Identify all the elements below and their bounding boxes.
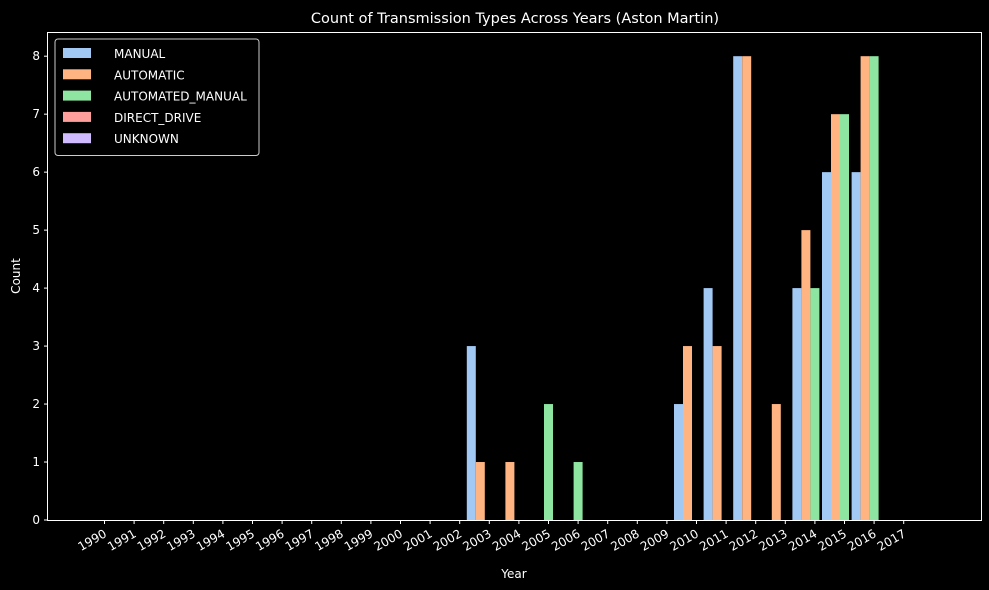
legend-label: AUTOMATIC [114, 68, 185, 82]
x-tick-label: 1993 [164, 526, 197, 553]
x-tick-label: 2007 [579, 526, 612, 553]
x-tick-label: 2015 [816, 526, 849, 553]
chart-title: Count of Transmission Types Across Years… [311, 11, 719, 27]
bar-automatic-2013 [771, 404, 781, 520]
x-axis: 1990199119921993199419951996199719981999… [76, 520, 908, 554]
bar-manual-2015 [822, 172, 831, 520]
x-tick-label: 2016 [845, 526, 878, 553]
legend-swatch-automated-manual [63, 90, 91, 101]
bar-automatic-2015 [831, 114, 840, 521]
bar-manual-2012 [733, 56, 743, 520]
y-tick-label: 4 [32, 281, 40, 295]
bar-automatic-2010 [683, 346, 692, 520]
bar-manual-2011 [703, 288, 713, 520]
legend-label: AUTOMATED_MANUAL [114, 90, 247, 104]
bar-automatic-2012 [742, 56, 752, 520]
legend-swatch-manual [63, 48, 91, 58]
y-tick-label: 8 [32, 49, 40, 63]
x-tick-label: 2009 [638, 526, 671, 553]
legend-label: DIRECT_DRIVE [114, 111, 201, 125]
x-tick-label: 1998 [312, 526, 345, 553]
x-tick-label: 2010 [668, 526, 701, 553]
x-tick-label: 2008 [608, 526, 641, 553]
bar-automated-manual-2015 [840, 114, 849, 521]
legend-label: UNKNOWN [114, 132, 179, 146]
bar-automatic-2004 [505, 462, 515, 520]
y-tick-label: 2 [32, 397, 40, 411]
legend: MANUAL AUTOMATIC AUTOMATED_MANUAL DIRECT_DR… [54, 38, 260, 156]
x-tick-label: 2012 [727, 526, 760, 553]
y-axis-label: Count [9, 258, 23, 294]
bar-automatic-2011 [712, 346, 722, 520]
x-tick-label: 1994 [194, 526, 227, 553]
bar-automatic-2016 [860, 56, 870, 520]
x-tick-label: 1997 [283, 526, 316, 553]
bar-automated-manual-2005 [544, 404, 553, 520]
x-tick-label: 1990 [76, 526, 109, 553]
bar-automatic-2003 [475, 462, 485, 520]
x-tick-label: 1999 [342, 526, 375, 553]
x-tick-label: 1991 [105, 526, 138, 553]
y-axis: 0 1 2 3 4 5 6 7 8 [32, 49, 48, 527]
x-tick-label: 1995 [224, 526, 257, 553]
x-tick-label: 2013 [756, 526, 789, 553]
bar-manual-2003 [466, 346, 476, 520]
y-tick-label: 1 [32, 455, 40, 469]
y-tick-label: 0 [32, 513, 40, 527]
bar-automated-manual-2014 [810, 288, 820, 520]
y-tick-label: 3 [32, 339, 40, 353]
legend-swatch-direct-drive [63, 111, 91, 122]
x-tick-label: 2001 [401, 526, 434, 553]
x-tick-label: 2003 [460, 526, 493, 553]
x-tick-label: 1996 [253, 526, 286, 553]
bar-automated-manual-2006 [573, 462, 583, 520]
bar-manual-2014 [792, 288, 802, 520]
y-tick-label: 7 [32, 107, 40, 121]
legend-label: MANUAL [114, 47, 166, 61]
x-tick-label: 2002 [431, 526, 464, 553]
bar-automated-manual-2016 [869, 56, 879, 520]
plot-frame [47, 32, 982, 521]
y-tick-label: 6 [32, 165, 40, 179]
x-tick-label: 2005 [520, 526, 553, 553]
x-tick-label: 2004 [490, 526, 523, 553]
x-tick-label: 2000 [372, 526, 405, 553]
x-axis-label: Year [500, 567, 526, 581]
x-tick-label: 1992 [135, 526, 168, 553]
bar-manual-2016 [851, 172, 861, 520]
legend-frame [54, 38, 260, 156]
x-tick-label: 2014 [786, 526, 819, 553]
x-tick-label: 2006 [549, 526, 582, 553]
bar-manual-2010 [674, 404, 683, 520]
y-tick-label: 5 [32, 223, 40, 237]
x-tick-label: 2011 [697, 526, 730, 553]
legend-swatch-automatic [63, 69, 91, 80]
bars-layer [466, 56, 879, 521]
legend-swatch-unknown [63, 133, 91, 144]
x-tick-label: 2017 [875, 526, 908, 553]
bar-automatic-2014 [801, 230, 811, 520]
